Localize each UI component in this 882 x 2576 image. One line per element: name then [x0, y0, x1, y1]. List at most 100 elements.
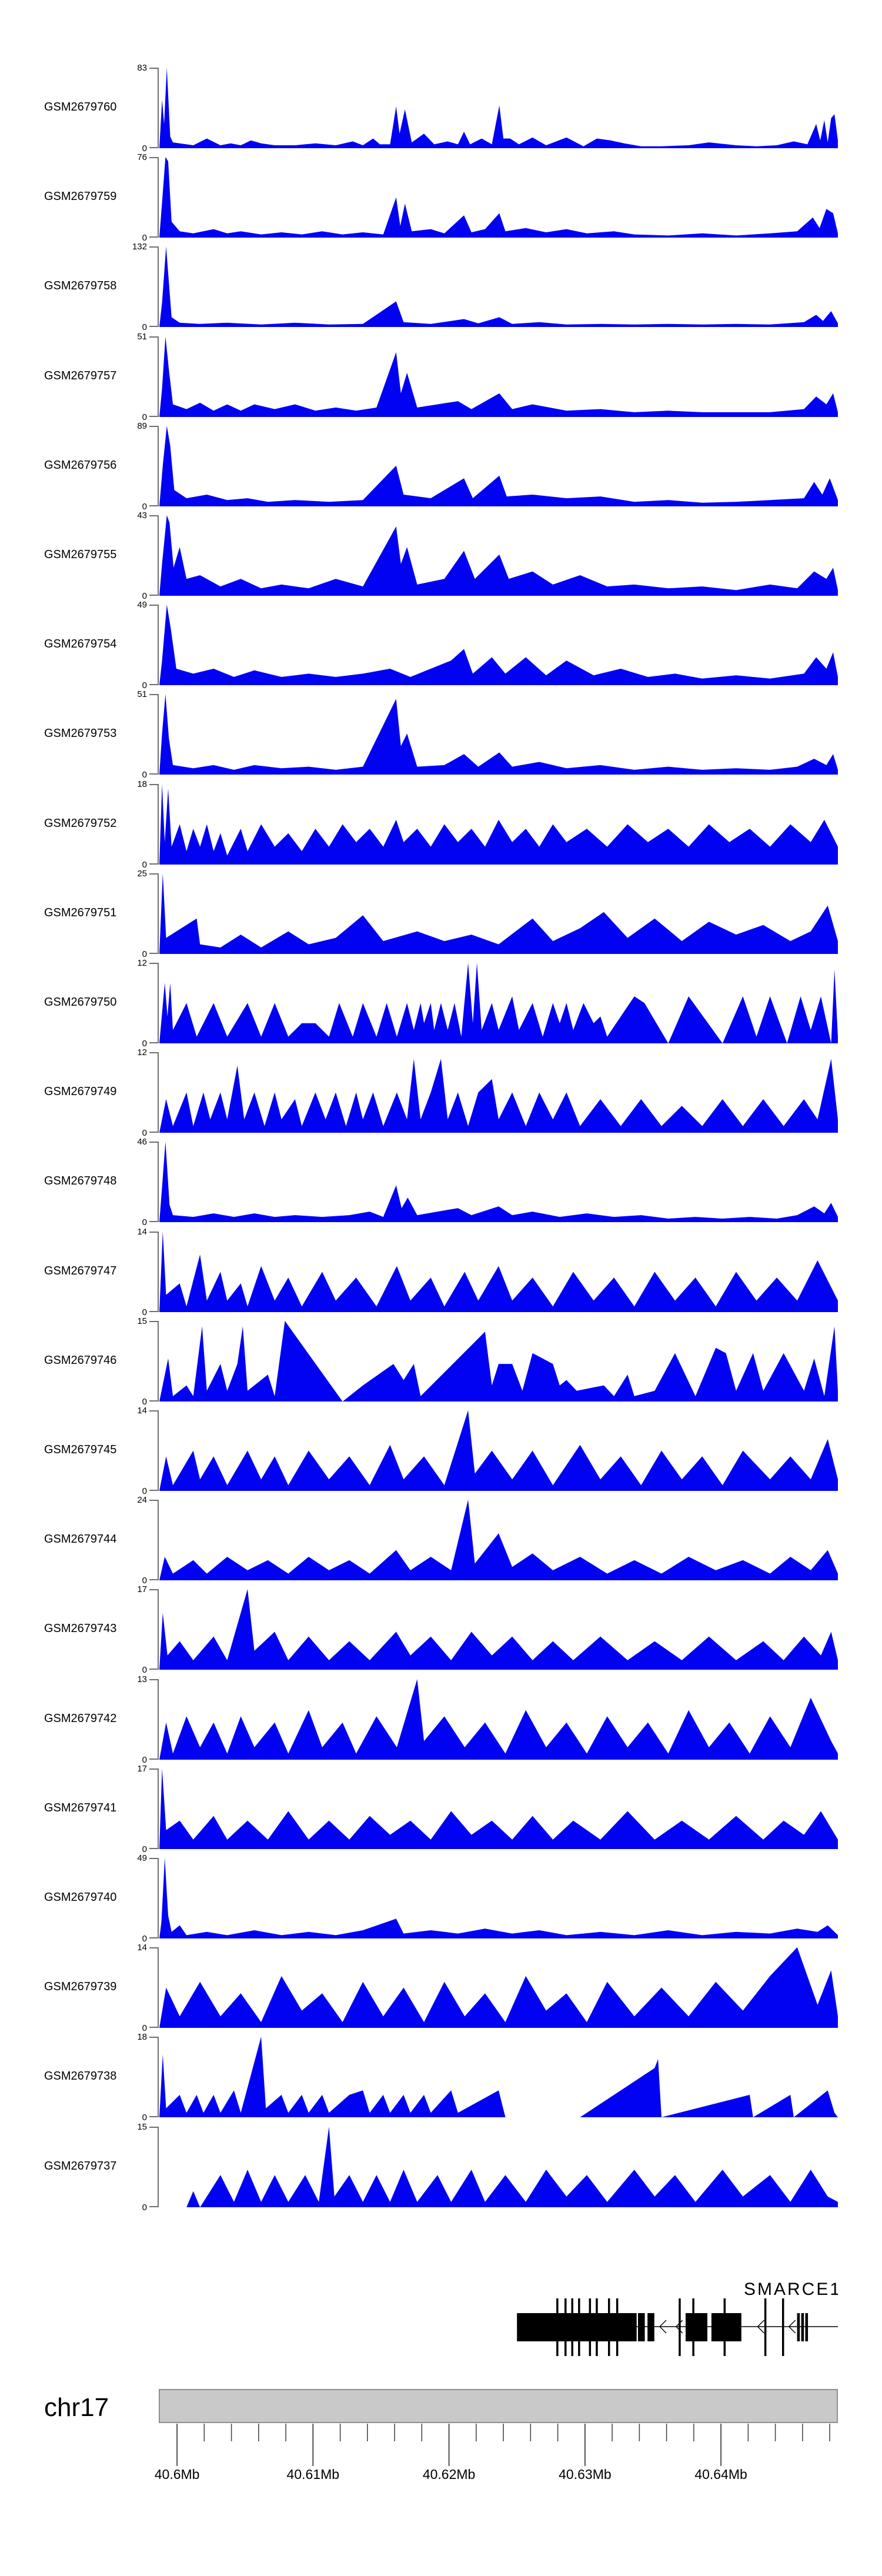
- sample-label: GSM2679737: [44, 2159, 117, 2173]
- exon-box: [797, 2313, 800, 2341]
- y-axis-top-tick: [149, 2037, 158, 2038]
- coverage-polygon: [159, 1858, 838, 1938]
- y-axis-max-label: 46: [137, 1137, 147, 1147]
- y-axis-zero-label: 0: [142, 1576, 147, 1586]
- gene-name-label: SMARCE1: [744, 2280, 838, 2299]
- y-axis-zero-label: 0: [142, 859, 147, 870]
- y-axis-top-tick: [149, 1589, 158, 1591]
- coverage-track-row: GSM2679755 43 0: [0, 511, 882, 600]
- y-axis-zero-tick: [149, 1758, 158, 1760]
- coverage-polygon: [159, 1142, 838, 1223]
- coverage-polygon: [159, 873, 838, 954]
- y-axis-zero-tick: [149, 505, 158, 506]
- coverage-polygon: [159, 963, 838, 1043]
- coverage-track-row: GSM2679743 17 0: [0, 1585, 882, 1674]
- coverage-polygon: [159, 694, 838, 775]
- sample-label: GSM2679746: [44, 1353, 117, 1367]
- y-axis-zero-tick: [149, 1847, 158, 1849]
- y-axis-line: [158, 246, 159, 328]
- y-axis-top-tick: [149, 1142, 158, 1143]
- y-axis-line: [158, 515, 159, 596]
- y-axis-zero-label: 0: [142, 2113, 147, 2123]
- y-axis-zero-tick: [149, 147, 158, 148]
- coverage-area-plot: [159, 246, 838, 328]
- y-axis-zero-label: 0: [142, 1039, 147, 1049]
- y-axis-zero-tick: [149, 1132, 158, 1133]
- y-axis-line: [158, 1858, 159, 1938]
- y-axis-max-label: 17: [137, 1763, 147, 1774]
- y-axis-max-label: 89: [137, 421, 147, 431]
- y-axis-top-tick: [149, 68, 158, 69]
- y-axis-zero-tick: [149, 2027, 158, 2028]
- sample-label: GSM2679756: [44, 458, 117, 472]
- y-axis-zero-tick: [149, 863, 158, 865]
- y-axis-top-tick: [149, 783, 158, 785]
- y-axis-zero-label: 0: [142, 1307, 147, 1317]
- y-axis-zero-label: 0: [142, 1217, 147, 1228]
- exon-box: [517, 2313, 637, 2341]
- coverage-polygon: [159, 783, 838, 865]
- y-axis-line: [158, 1052, 159, 1133]
- coverage-area-plot: [159, 1679, 838, 1760]
- y-axis-top-tick: [149, 1768, 158, 1770]
- transcript-tick: [764, 2298, 767, 2356]
- y-axis-zero-tick: [149, 1310, 158, 1312]
- y-axis-top-tick: [149, 1679, 158, 1680]
- y-axis-max-label: 18: [137, 779, 147, 789]
- coverage-track-row: GSM2679739 14 0: [0, 1943, 882, 2033]
- coverage-track-row: GSM2679751 25 0: [0, 869, 882, 959]
- y-axis-max-label: 12: [137, 958, 147, 968]
- y-axis-max-label: 14: [137, 1406, 147, 1416]
- sample-label: GSM2679741: [44, 1801, 117, 1814]
- y-axis-zero-tick: [149, 1579, 158, 1581]
- exon-box: [686, 2313, 707, 2341]
- y-axis-max-label: 43: [137, 510, 147, 520]
- coverage-polygon: [159, 1768, 838, 1849]
- strand-arrow-left-icon: [757, 2320, 765, 2334]
- sample-label: GSM2679759: [44, 190, 117, 203]
- sample-label: GSM2679753: [44, 727, 117, 740]
- y-axis-max-label: 14: [137, 1226, 147, 1237]
- axis-tick-label: 40.63Mb: [559, 2467, 612, 2482]
- coverage-area-plot: [159, 1858, 838, 1938]
- y-axis-line: [158, 2037, 159, 2118]
- exon-box: [805, 2313, 808, 2341]
- coverage-track-row: GSM2679745 14 0: [0, 1406, 882, 1496]
- y-axis-line: [158, 336, 159, 417]
- sample-label: GSM2679752: [44, 816, 117, 830]
- coverage-area-plot: [159, 425, 838, 506]
- y-axis-line: [158, 1410, 159, 1491]
- coverage-polygon: [159, 605, 838, 686]
- y-axis-max-label: 25: [137, 868, 147, 879]
- y-axis-line: [158, 1320, 159, 1402]
- sample-label: GSM2679750: [44, 996, 117, 1009]
- y-axis-zero-tick: [149, 415, 158, 417]
- y-axis-zero-label: 0: [142, 680, 147, 691]
- y-axis-line: [158, 694, 159, 775]
- axis-tick-label: 40.6Mb: [155, 2467, 200, 2482]
- sample-label: GSM2679742: [44, 1711, 117, 1725]
- y-axis-max-label: 51: [137, 689, 147, 700]
- y-axis-zero-label: 0: [142, 1396, 147, 1407]
- y-axis-max-label: 51: [137, 331, 147, 342]
- axis-tick-label: 40.64Mb: [694, 2467, 747, 2482]
- coverage-polygon: [159, 246, 838, 328]
- coverage-track-row: GSM2679750 12 0: [0, 959, 882, 1048]
- sample-label: GSM2679740: [44, 1891, 117, 1904]
- exon-box: [638, 2313, 645, 2341]
- coverage-area-plot: [159, 783, 838, 865]
- y-axis-zero-label: 0: [142, 1128, 147, 1139]
- y-axis-max-label: 18: [137, 2032, 147, 2043]
- coverage-track-row: GSM2679759 76 0: [0, 153, 882, 242]
- y-axis-top-tick: [149, 1231, 158, 1233]
- coverage-area-plot: [159, 1320, 838, 1402]
- coverage-polygon: [159, 2126, 838, 2207]
- y-axis-zero-label: 0: [142, 1844, 147, 1854]
- sample-label: GSM2679751: [44, 906, 117, 919]
- y-axis-max-label: 15: [137, 1316, 147, 1326]
- y-axis-zero-label: 0: [142, 144, 147, 154]
- y-axis-top-tick: [149, 246, 158, 248]
- exon-box: [711, 2313, 741, 2341]
- coverage-area-plot: [159, 1231, 838, 1312]
